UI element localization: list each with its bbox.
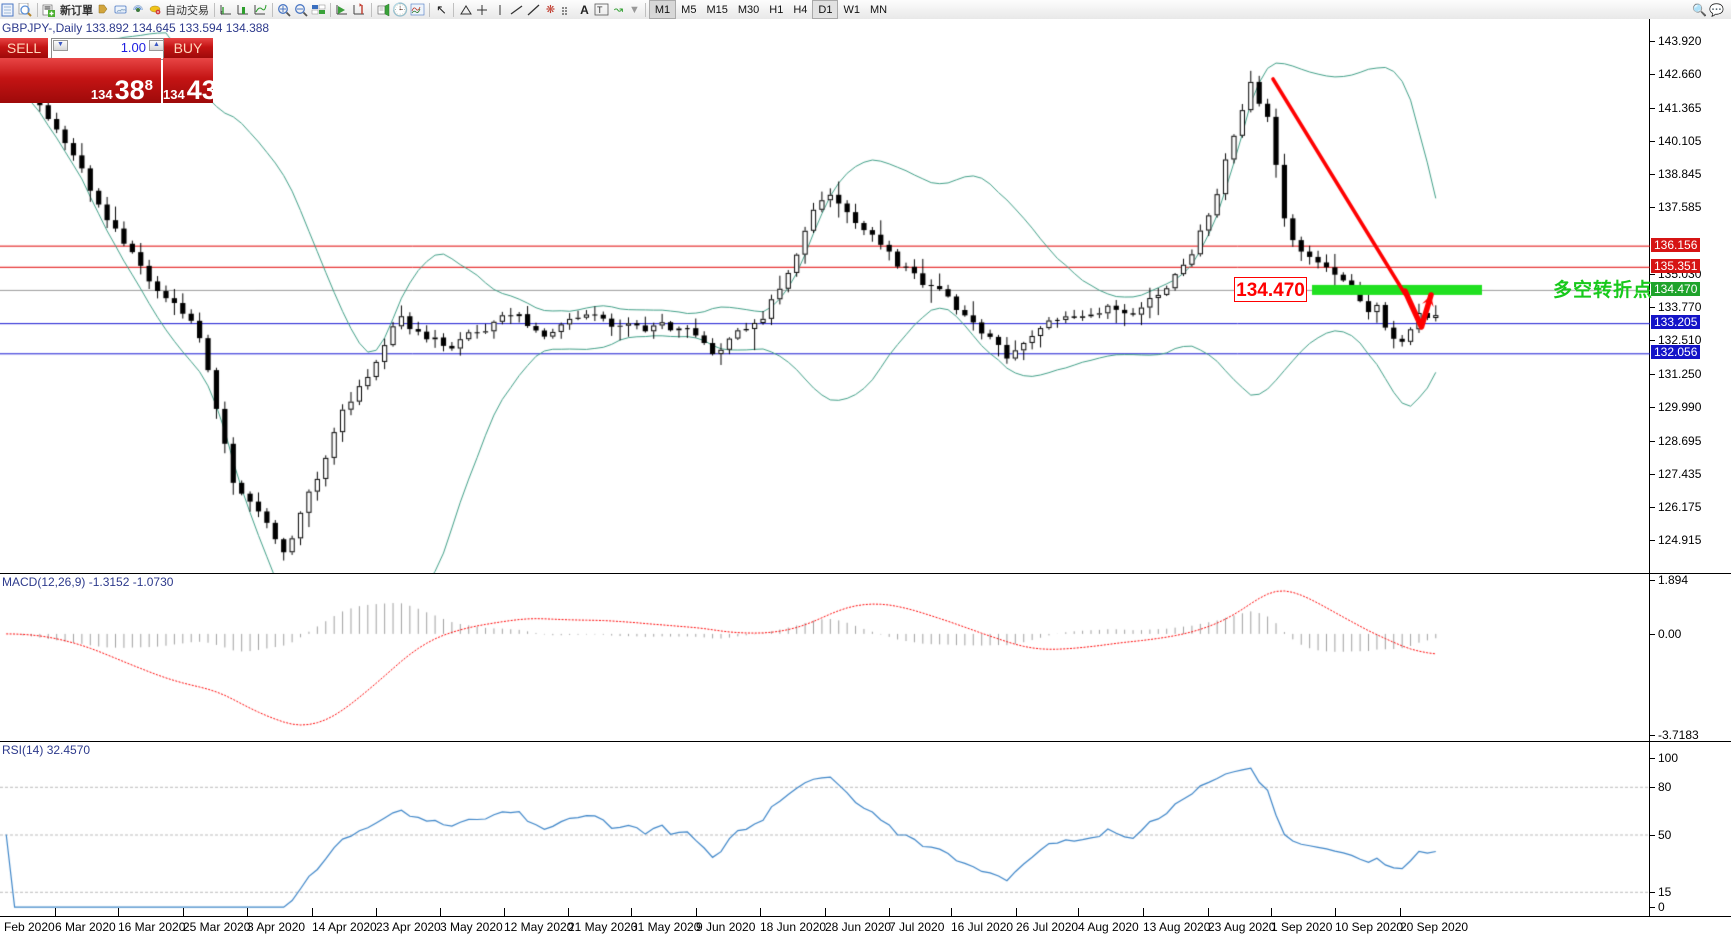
svg-text:↑: ↑ xyxy=(220,10,224,17)
svg-text:T: T xyxy=(597,5,603,15)
